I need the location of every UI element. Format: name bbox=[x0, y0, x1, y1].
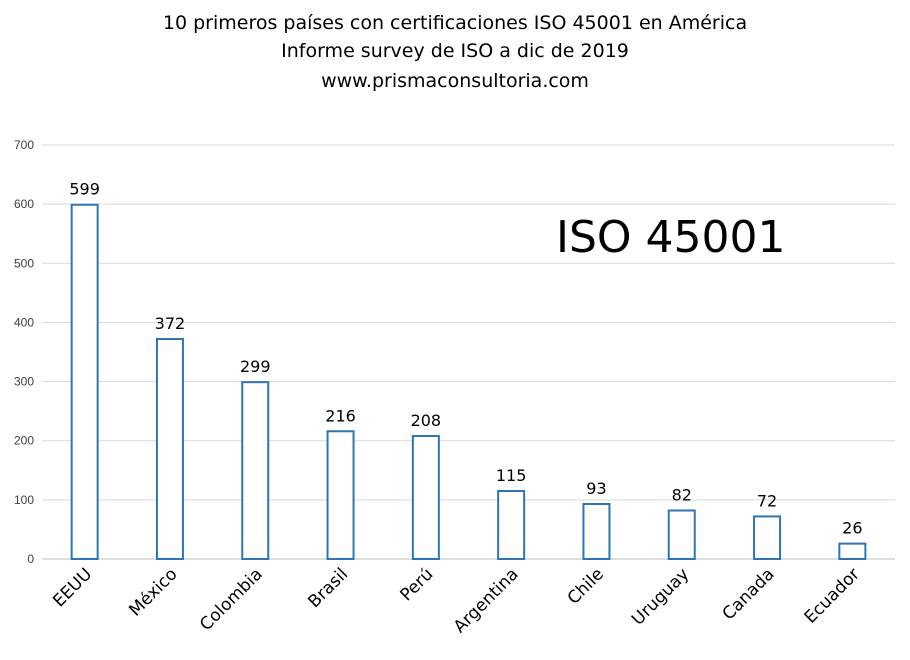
x-tick-label: Chile bbox=[564, 564, 608, 608]
data-label: 72 bbox=[757, 491, 777, 510]
y-tick-label: 200 bbox=[14, 434, 34, 448]
bar bbox=[326, 430, 355, 561]
y-tick-label: 300 bbox=[14, 375, 34, 389]
data-label: 93 bbox=[586, 479, 606, 498]
bar bbox=[241, 381, 270, 561]
bar bbox=[582, 502, 611, 560]
bar bbox=[155, 337, 184, 561]
data-label: 115 bbox=[496, 466, 527, 485]
data-label: 82 bbox=[672, 486, 692, 505]
x-tick-label: Canada bbox=[719, 564, 779, 624]
bar bbox=[667, 509, 696, 561]
bar bbox=[838, 542, 867, 561]
y-tick-label: 500 bbox=[14, 256, 34, 270]
data-label: 216 bbox=[325, 406, 356, 425]
data-label: 26 bbox=[842, 519, 862, 538]
x-tick-label: México bbox=[125, 564, 181, 620]
y-tick-label: 0 bbox=[27, 552, 34, 566]
bar bbox=[411, 434, 440, 560]
x-tick-label: Perú bbox=[396, 564, 437, 605]
x-tick-label: Colombia bbox=[196, 564, 267, 635]
bar bbox=[497, 489, 526, 560]
data-label: 372 bbox=[155, 314, 186, 333]
x-tick-label: Ecuador bbox=[801, 564, 864, 627]
data-label: 208 bbox=[411, 411, 442, 430]
bar bbox=[70, 203, 99, 560]
y-tick-label: 700 bbox=[14, 138, 34, 152]
y-tick-label: 100 bbox=[14, 493, 34, 507]
chart-title-line-1: 10 primeros países con certificaciones I… bbox=[162, 12, 748, 34]
x-tick-label: Argentina bbox=[450, 564, 523, 637]
chart-annotation: ISO 45001 bbox=[556, 212, 786, 263]
x-tick-label: Uruguay bbox=[628, 564, 693, 629]
y-tick-label: 400 bbox=[14, 315, 34, 329]
data-label: 299 bbox=[240, 357, 271, 376]
bar bbox=[753, 515, 782, 560]
data-label: 599 bbox=[69, 180, 100, 199]
y-tick-label: 600 bbox=[14, 197, 34, 211]
x-tick-label: EEUU bbox=[49, 564, 96, 611]
chart-title-line-3: www.prismaconsultoria.com bbox=[321, 70, 589, 92]
x-tick-label: Brasil bbox=[304, 564, 352, 612]
chart-title-line-2: Informe survey de ISO a dic de 2019 bbox=[281, 40, 629, 62]
